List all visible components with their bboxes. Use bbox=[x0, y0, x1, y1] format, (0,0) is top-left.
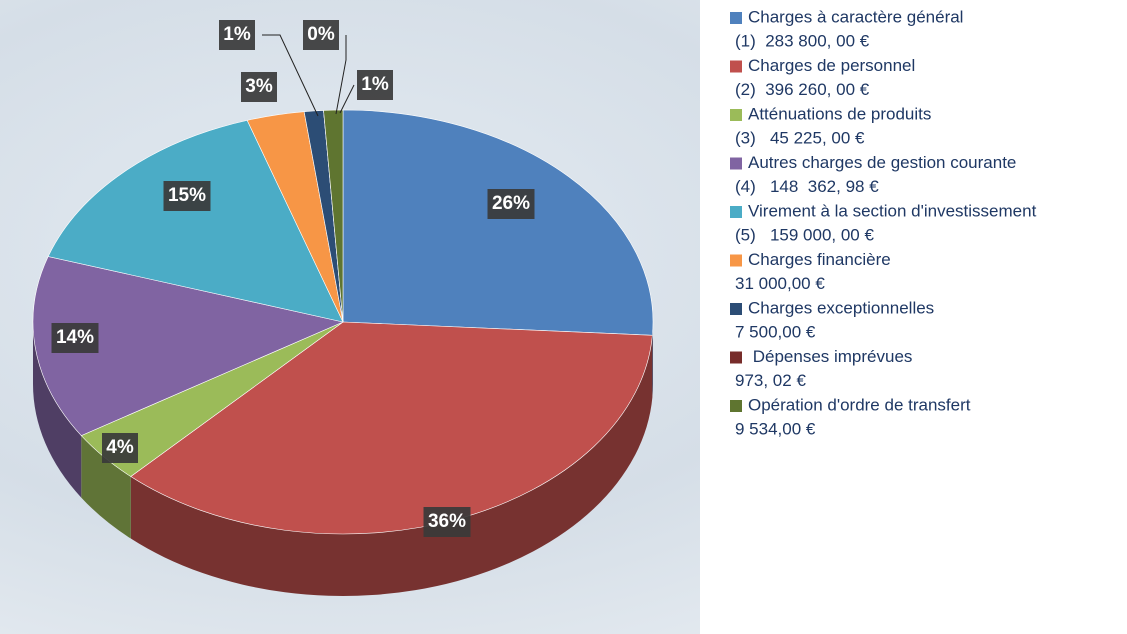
legend-detail: 973, 02 € bbox=[735, 371, 806, 390]
legend-detail: 7 500,00 € bbox=[735, 322, 816, 341]
data-label: 0% bbox=[307, 24, 335, 45]
legend-label: Charges financière bbox=[748, 250, 891, 269]
legend-swatch bbox=[730, 303, 742, 315]
legend-detail: 9 534,00 € bbox=[735, 419, 816, 438]
legend-label: Charges exceptionnelles bbox=[748, 298, 934, 317]
legend-swatch bbox=[730, 12, 742, 24]
legend-label: Autres charges de gestion courante bbox=[748, 153, 1016, 172]
legend-swatch bbox=[730, 255, 742, 267]
legend-label: Opération d'ordre de transfert bbox=[748, 395, 971, 414]
legend-detail: (1) 283 800, 00 € bbox=[735, 31, 870, 50]
legend-detail: (2) 396 260, 00 € bbox=[735, 80, 870, 99]
data-label: 26% bbox=[492, 193, 530, 214]
legend-swatch bbox=[730, 109, 742, 121]
legend-swatch bbox=[730, 206, 742, 218]
legend-detail: (4) 148 362, 98 € bbox=[735, 177, 879, 196]
data-label: 1% bbox=[361, 74, 389, 95]
legend-label: Virement à la section d'investissement bbox=[748, 201, 1037, 220]
data-label: 4% bbox=[106, 437, 134, 458]
data-label: 14% bbox=[56, 327, 94, 348]
legend-swatch bbox=[730, 400, 742, 412]
legend-detail: (3) 45 225, 00 € bbox=[735, 128, 865, 147]
legend-label: Dépenses imprévues bbox=[748, 347, 912, 366]
data-label: 36% bbox=[428, 511, 466, 532]
chart: 26% 36% 4% 14% 15% 3% 1% 0% 1% Charges à caractèr… bbox=[0, 0, 1127, 634]
data-label: 3% bbox=[245, 76, 273, 97]
legend-swatch bbox=[730, 61, 742, 73]
legend-detail: 31 000,00 € bbox=[735, 274, 825, 293]
legend-label: Charges de personnel bbox=[748, 56, 915, 75]
legend-swatch bbox=[730, 158, 742, 170]
data-label: 1% bbox=[223, 24, 251, 45]
legend-swatch bbox=[730, 352, 742, 364]
legend-label: Charges à caractère général bbox=[748, 7, 963, 26]
legend-label: Atténuations de produits bbox=[748, 104, 931, 123]
data-label: 15% bbox=[168, 185, 206, 206]
legend-detail: (5) 159 000, 00 € bbox=[735, 225, 874, 244]
